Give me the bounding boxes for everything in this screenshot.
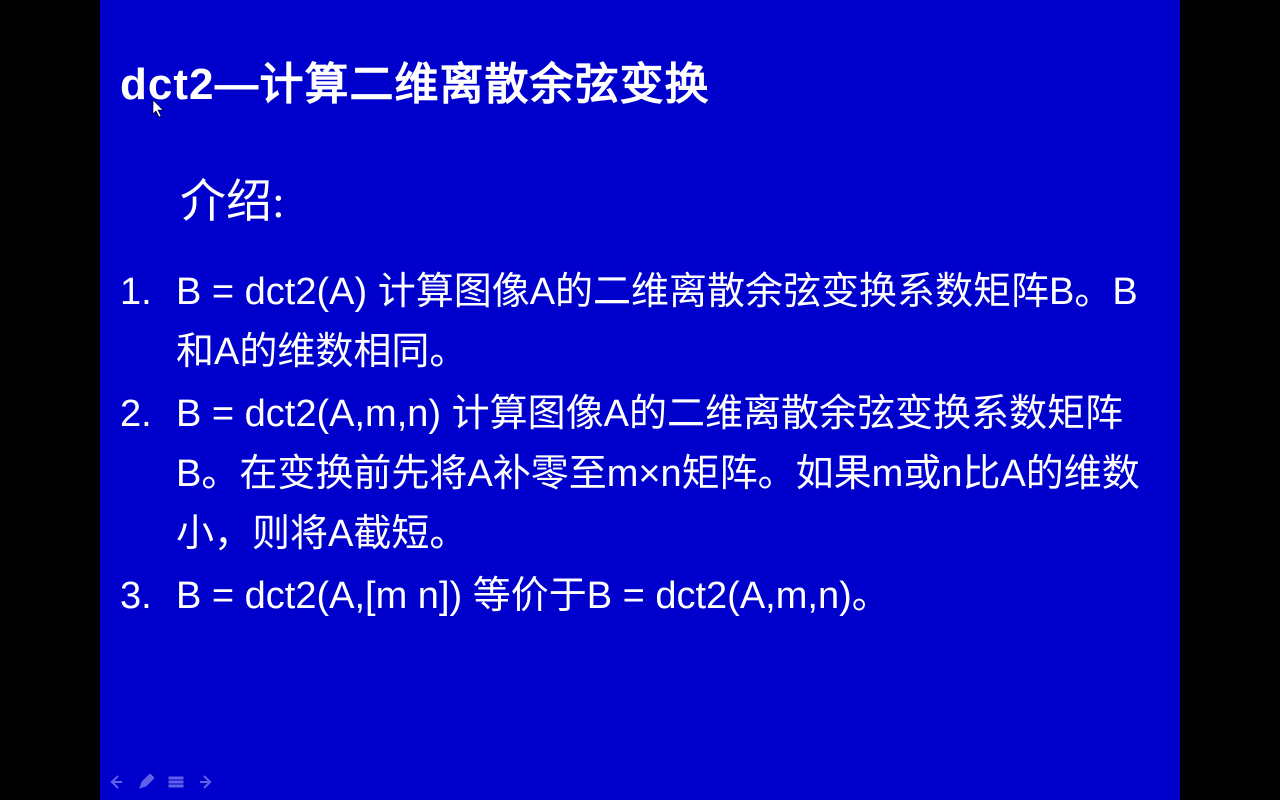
slide-subheading: 介绍: (180, 165, 285, 231)
list-text: B = dct2(A) 计算图像A的二维离散余弦变换系数矩阵B。B和A的维数相同… (176, 262, 1140, 382)
list-item: 3. B = dct2(A,[m n]) 等价于B = dct2(A,m,n)。 (120, 566, 1140, 626)
list-item: 2. B = dct2(A,m,n) 计算图像A的二维离散余弦变换系数矩阵B。在… (120, 384, 1140, 564)
arrow-right-icon[interactable] (198, 774, 214, 790)
slideshow-nav (108, 774, 214, 790)
slide-list: 1. B = dct2(A) 计算图像A的二维离散余弦变换系数矩阵B。B和A的维… (120, 262, 1140, 628)
list-text: B = dct2(A,m,n) 计算图像A的二维离散余弦变换系数矩阵B。在变换前… (176, 384, 1140, 564)
list-number: 2. (120, 384, 176, 564)
pen-icon[interactable] (138, 774, 154, 790)
list-text: B = dct2(A,[m n]) 等价于B = dct2(A,m,n)。 (176, 566, 1140, 626)
slide-title: dct2—计算二维离散余弦变换 (120, 48, 709, 112)
slide-area: dct2—计算二维离散余弦变换 介绍: 1. B = dct2(A) 计算图像A… (100, 0, 1180, 800)
arrow-left-icon[interactable] (108, 774, 124, 790)
menu-icon[interactable] (168, 774, 184, 790)
list-number: 3. (120, 566, 176, 626)
list-item: 1. B = dct2(A) 计算图像A的二维离散余弦变换系数矩阵B。B和A的维… (120, 262, 1140, 382)
list-number: 1. (120, 262, 176, 382)
